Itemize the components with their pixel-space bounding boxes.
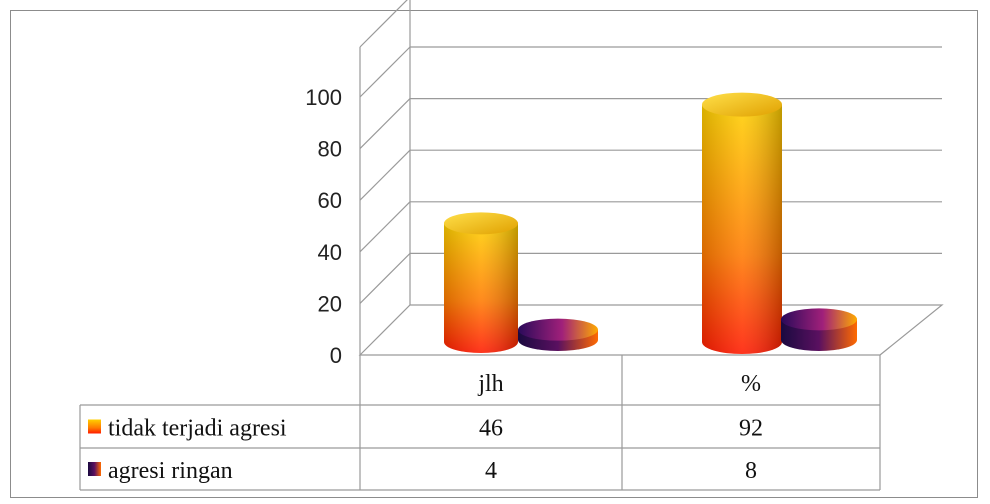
category-label: %: [741, 371, 761, 397]
data-value: 92: [739, 416, 763, 442]
data-value: 4: [485, 458, 497, 484]
bar-series: [444, 92, 857, 354]
cylinder-top: [781, 308, 857, 331]
wall-top-edge: [359, 0, 408, 48]
gridline-diagonal: [359, 201, 411, 253]
y-tick-label: 100: [305, 85, 342, 110]
cylinder-shading: [702, 104, 782, 354]
y-tick-label: 80: [318, 137, 342, 162]
bar-0-1: [702, 92, 782, 354]
bar-1-1: [781, 308, 857, 351]
series-label: tidak terjadi agresi: [108, 416, 287, 442]
series-label: agresi ringan: [108, 458, 233, 484]
bar-0-0: [444, 212, 518, 353]
legend-key: [88, 462, 101, 476]
cylinder-shading: [444, 223, 518, 353]
gridline-diagonal: [359, 46, 411, 98]
gridline-diagonal: [359, 252, 411, 304]
gridline-diagonal: [359, 149, 411, 201]
gridline-diagonal: [359, 98, 411, 150]
y-axis: 0 20 40 60 80 100: [305, 85, 342, 368]
cylinder-top: [702, 92, 782, 117]
y-tick-label: 20: [318, 291, 342, 316]
data-table: jlh % tidak terjadi agresi 46 92 agresi ringa…: [79, 355, 881, 491]
cylinder-top: [518, 318, 598, 341]
data-value: 8: [745, 458, 757, 484]
cylinder-top: [444, 212, 518, 235]
y-tick-label: 60: [318, 188, 342, 213]
y-tick-label: 40: [318, 240, 342, 265]
category-label: jlh: [477, 371, 503, 397]
y-tick-label: 0: [330, 343, 342, 368]
data-value: 46: [479, 416, 503, 442]
legend-key: [88, 419, 101, 434]
bar-1-0: [518, 318, 598, 351]
floor: [358, 304, 944, 356]
